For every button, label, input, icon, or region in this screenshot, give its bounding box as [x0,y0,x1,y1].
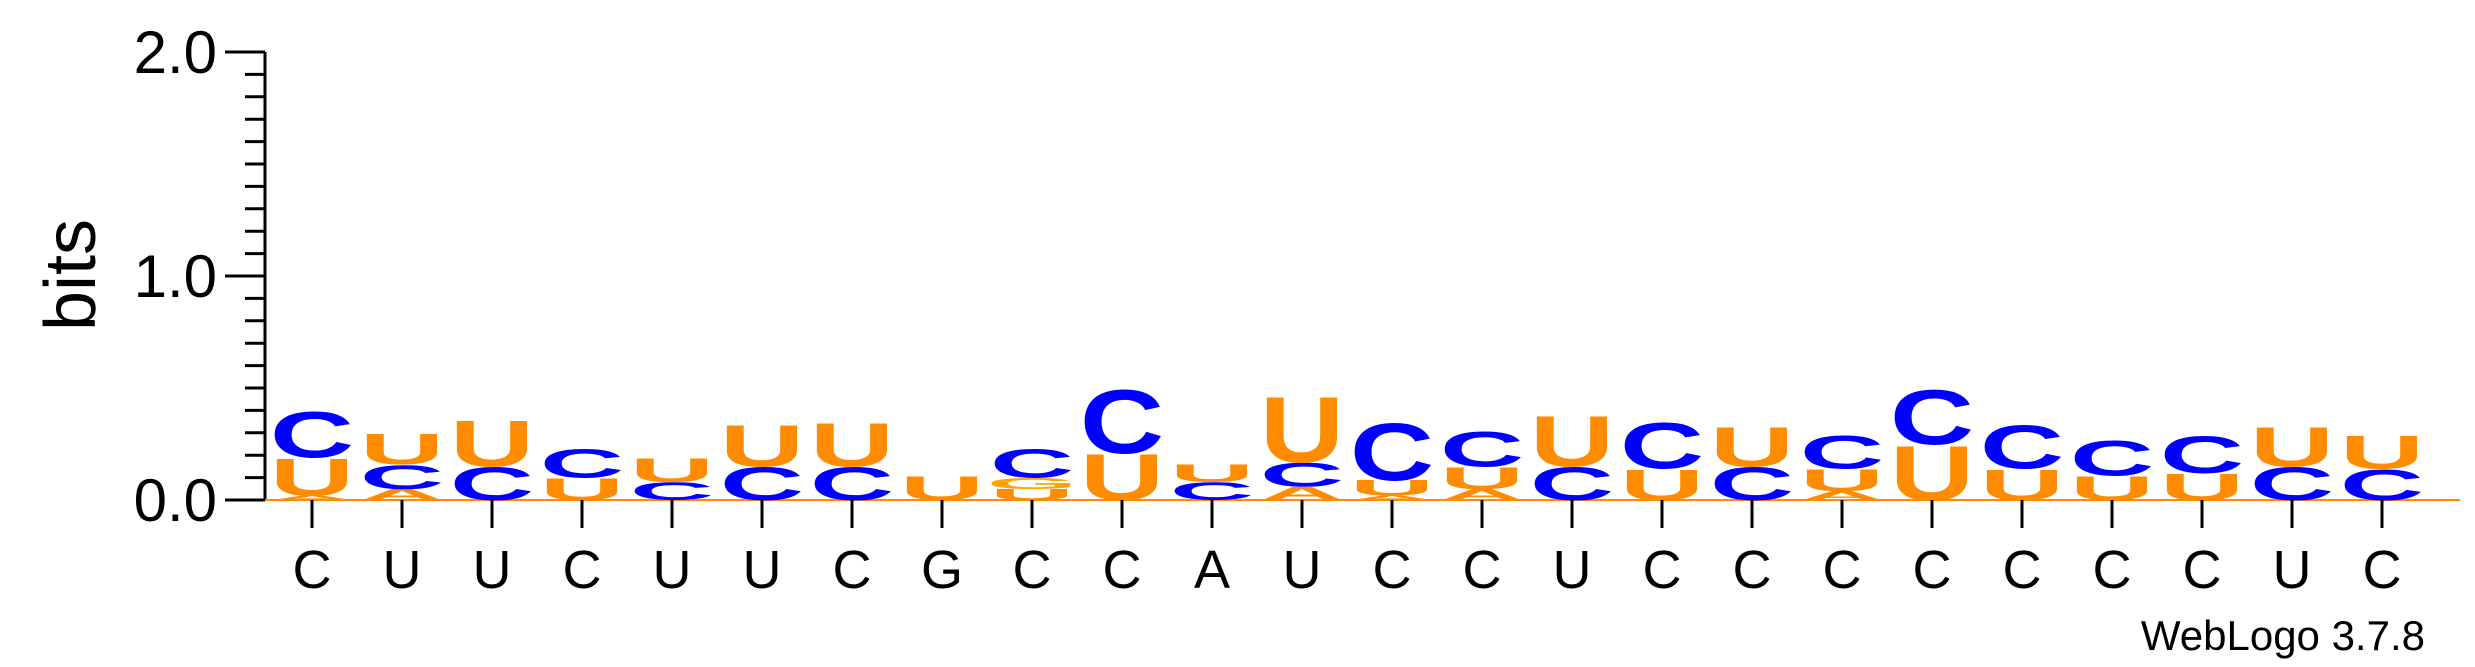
x-tick-label: C [2363,540,2402,600]
logo-column-10: UC [1080,371,1164,514]
glyph-C: C [1980,412,2064,482]
glyph-C: C [990,441,1074,487]
glyph-C: C [1800,426,1884,478]
x-tick-label: U [1553,540,1592,600]
glyph-U: U [1710,416,1794,479]
glyph-U: U [1170,460,1254,488]
y-tick-label: 1.0 [134,243,217,310]
logo-column-18: AUC [1800,426,1884,502]
x-tick-label: C [1013,540,1052,600]
y-tick-label: 0.0 [134,467,217,534]
y-axis-label: bits [31,219,111,331]
x-tick-label: U [1283,540,1322,600]
logo-column-7: CU [810,410,894,510]
glyph-U: U [450,407,534,481]
x-tick-label: C [1373,540,1412,600]
glyph-C: C [2160,426,2244,485]
glyph-U: U [1260,378,1344,483]
logo-column-3: CU [450,407,534,510]
x-tick-label: C [1643,540,1682,600]
x-tick-label: C [293,540,332,600]
x-tick-label: C [1823,540,1862,600]
x-tick-label: U [653,540,692,600]
logo-column-5: CU [630,451,714,505]
logo-column-12: ACU [1260,378,1344,504]
logo-column-16: UC [1620,410,1704,510]
logo-column-17: CU [1710,416,1794,510]
x-tick-label: U [2273,540,2312,600]
x-tick-label: U [473,540,512,600]
x-tick-label: G [921,540,963,600]
logo-column-14: AUC [1440,422,1524,504]
logo-column-13: AUC [1350,407,1434,501]
x-tick-label: C [563,540,602,600]
glyph-U: U [630,451,714,489]
glyph-U: U [720,412,804,479]
logo-column-6: CU [720,412,804,510]
y-tick-label: 2.0 [134,19,217,86]
logo-column-15: CU [1530,401,1614,510]
x-tick-label: A [1194,540,1230,600]
glyph-C: C [540,441,624,487]
x-tick-label: C [2093,540,2132,600]
x-tick-label: C [1463,540,1502,600]
x-tick-label: C [1913,540,1952,600]
glyph-C: C [1620,410,1704,484]
logo-column-1: AUC [270,398,354,507]
glyph-U: U [360,424,444,473]
logo-column-2: ACU [360,424,444,503]
glyph-C: C [270,398,354,472]
weblogo-credit: WebLogo 3.7.8 [2141,612,2425,659]
x-tick-label: U [743,540,782,600]
logo-column-19: UC [1890,374,1974,517]
logo-column-24: CU [2340,426,2424,509]
logo-column-21: UC [2070,431,2154,508]
x-tick-label: C [833,540,872,600]
x-tick-label: C [2003,540,2042,600]
glyph-C: C [2070,431,2154,487]
x-tick-label: C [1733,540,1772,600]
logo-column-22: UC [2160,426,2244,509]
glyph-C: C [1440,422,1524,478]
logo-column-4: UC [540,441,624,507]
x-tick-label: C [2183,540,2222,600]
x-tick-label: U [383,540,422,600]
glyph-U: U [2250,416,2334,479]
logo-column-11: CU [1170,460,1254,506]
glyph-U: U [2340,426,2424,478]
logo-column-23: CU [2250,416,2334,510]
glyph-U: U [1530,401,1614,482]
x-tick-label: C [1103,540,1142,600]
logo-column-20: UC [1980,412,2064,510]
glyph-C: C [1350,407,1434,498]
logo-column-9: UGC [987,441,1078,504]
glyph-C: C [1080,371,1164,473]
glyph-C: C [1890,374,1974,461]
glyph-U: U [810,410,894,480]
